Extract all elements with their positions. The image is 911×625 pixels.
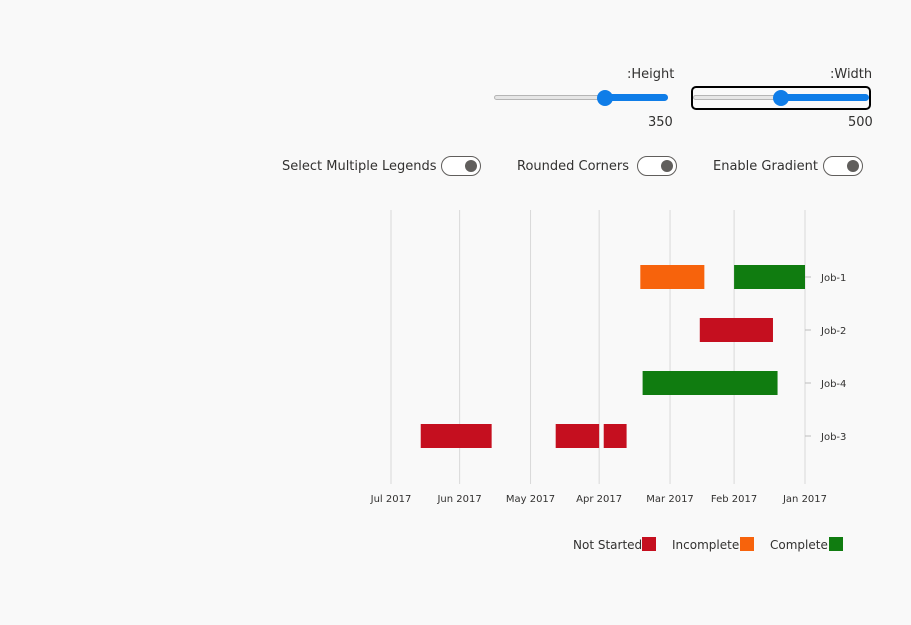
toggle-knob (465, 160, 477, 172)
y-tick-label: Job-4 (820, 379, 846, 390)
rounded-corners-toggle[interactable] (637, 156, 677, 176)
width-slider[interactable] (691, 86, 871, 110)
legend-label[interactable]: Not Started (573, 538, 643, 552)
y-tick-label: Job-3 (820, 432, 846, 443)
y-tick-label: Job-2 (820, 326, 846, 337)
height-slider[interactable] (494, 88, 668, 108)
select-multiple-legends-label: Select Multiple Legends (282, 159, 437, 174)
height-value: 350 (648, 115, 673, 130)
bar-incomplete (640, 265, 705, 289)
bar-not-started (420, 424, 492, 448)
legend-swatch[interactable] (740, 537, 754, 551)
bar-complete (734, 265, 805, 289)
height-label: :Height (627, 67, 675, 82)
height-slider-fill (604, 94, 668, 101)
bar-complete (642, 371, 778, 395)
legend-swatch[interactable] (829, 537, 843, 551)
x-tick-label: May 2017 (506, 494, 555, 505)
bars (420, 265, 805, 448)
select-multiple-legends-toggle[interactable] (441, 156, 481, 176)
legend-swatch[interactable] (642, 537, 656, 551)
x-tick-label: Apr 2017 (576, 494, 622, 505)
bar-not-started (699, 318, 773, 342)
enable-gradient-label: Enable Gradient (713, 159, 818, 174)
x-tick-label: Feb 2017 (711, 494, 757, 505)
legend-label[interactable]: Incomplete (672, 538, 740, 552)
width-value: 500 (848, 115, 873, 130)
height-slider-thumb[interactable] (597, 90, 613, 106)
toggle-knob (847, 160, 859, 172)
x-axis-ticks: Jan 2017 Feb 2017 Mar 2017 Apr 2017 May 2017… (370, 494, 827, 505)
rounded-corners-label: Rounded Corners (517, 159, 630, 174)
legend-label[interactable]: Complete (770, 538, 828, 552)
width-label: :Width (830, 67, 873, 82)
y-axis-ticks: Job-1 Job-2 Job-4 Job-3 (805, 273, 846, 443)
toggle-knob (661, 160, 673, 172)
bar-not-started (555, 424, 600, 448)
bar-not-started (603, 424, 627, 448)
x-tick-label: Mar 2017 (646, 494, 694, 505)
x-tick-label: Jun 2017 (436, 494, 481, 505)
enable-gradient-toggle[interactable] (823, 156, 863, 176)
x-tick-label: Jan 2017 (782, 494, 827, 505)
width-slider-thumb[interactable] (773, 90, 789, 106)
x-tick-label: Jul 2017 (370, 494, 412, 505)
y-tick-label: Job-1 (820, 273, 846, 284)
width-slider-fill (781, 94, 869, 101)
